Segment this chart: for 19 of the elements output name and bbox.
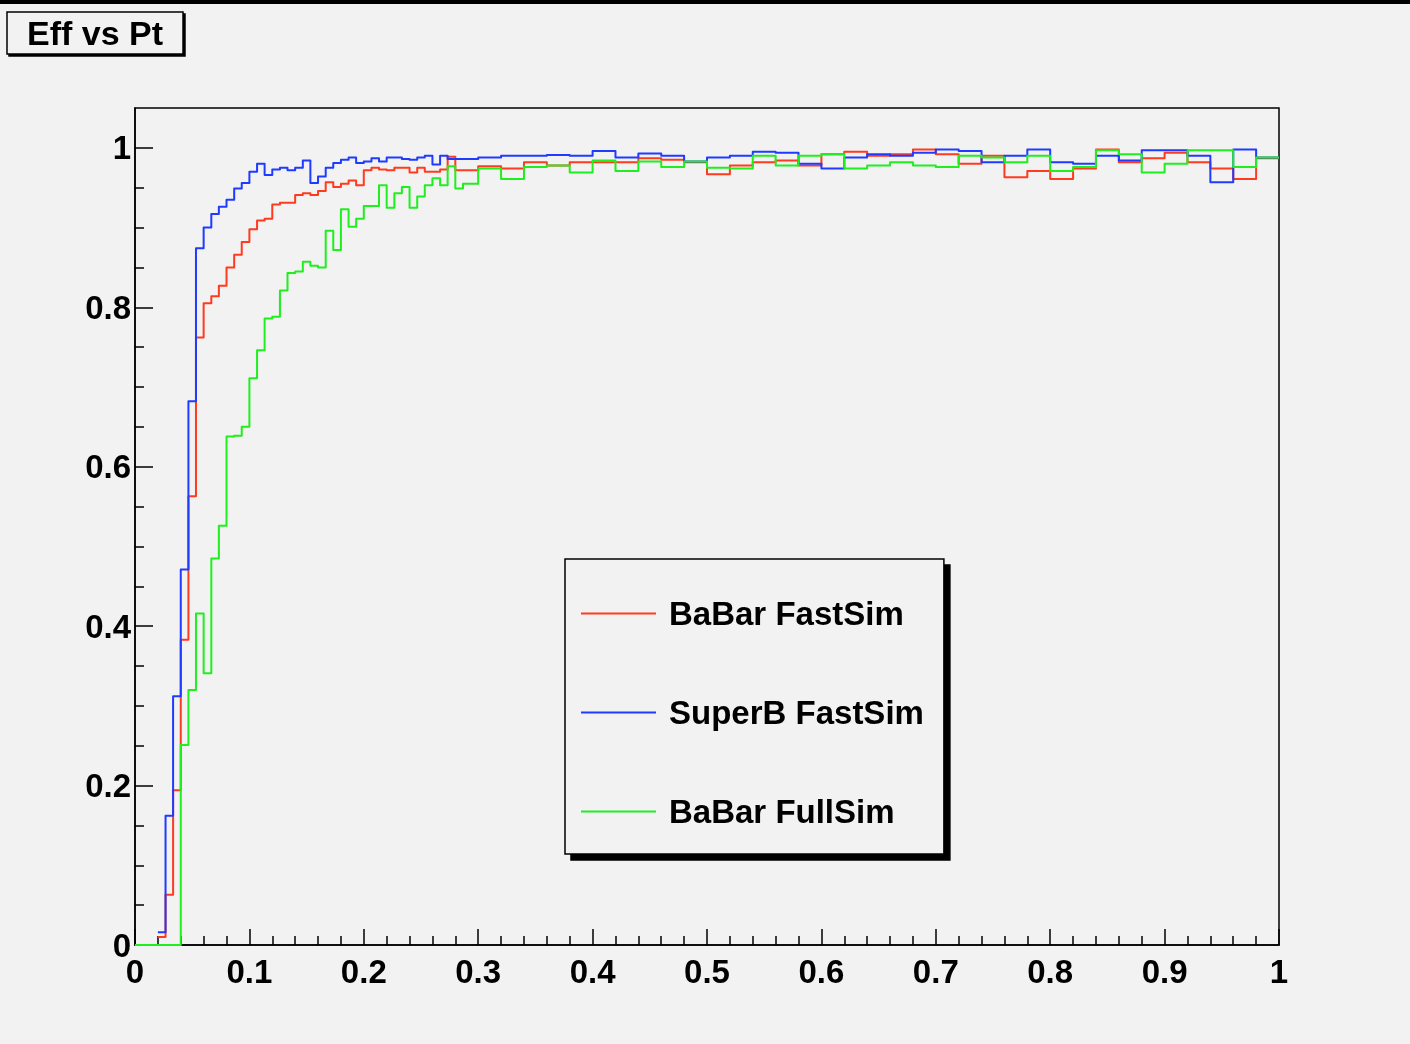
- legend-label: BaBar FullSim: [669, 793, 895, 830]
- y-tick-label: 0.2: [85, 767, 131, 805]
- legend-label: BaBar FastSim: [669, 595, 904, 632]
- chart-title: Eff vs Pt: [27, 14, 164, 52]
- x-tick-label: 0.6: [798, 953, 845, 990]
- x-tick-label: 0.8: [1027, 953, 1074, 990]
- x-tick-label: 0.4: [569, 953, 617, 990]
- x-tick-label: 0.3: [455, 953, 502, 990]
- x-tick-label: 1: [1269, 953, 1289, 990]
- y-tick-label: 0.8: [85, 288, 131, 326]
- legend-label: SuperB FastSim: [669, 694, 924, 731]
- y-tick-label: 0.4: [85, 607, 132, 645]
- x-tick-label: 0.1: [226, 953, 273, 990]
- x-tick-label: 0.7: [912, 953, 959, 990]
- x-tick-label: 0.2: [340, 953, 387, 990]
- x-tick-label: 0.5: [684, 953, 730, 990]
- y-tick-label: 1: [112, 129, 131, 167]
- y-tick-label: 0.6: [85, 448, 131, 486]
- x-tick-label: 0.9: [1141, 953, 1188, 990]
